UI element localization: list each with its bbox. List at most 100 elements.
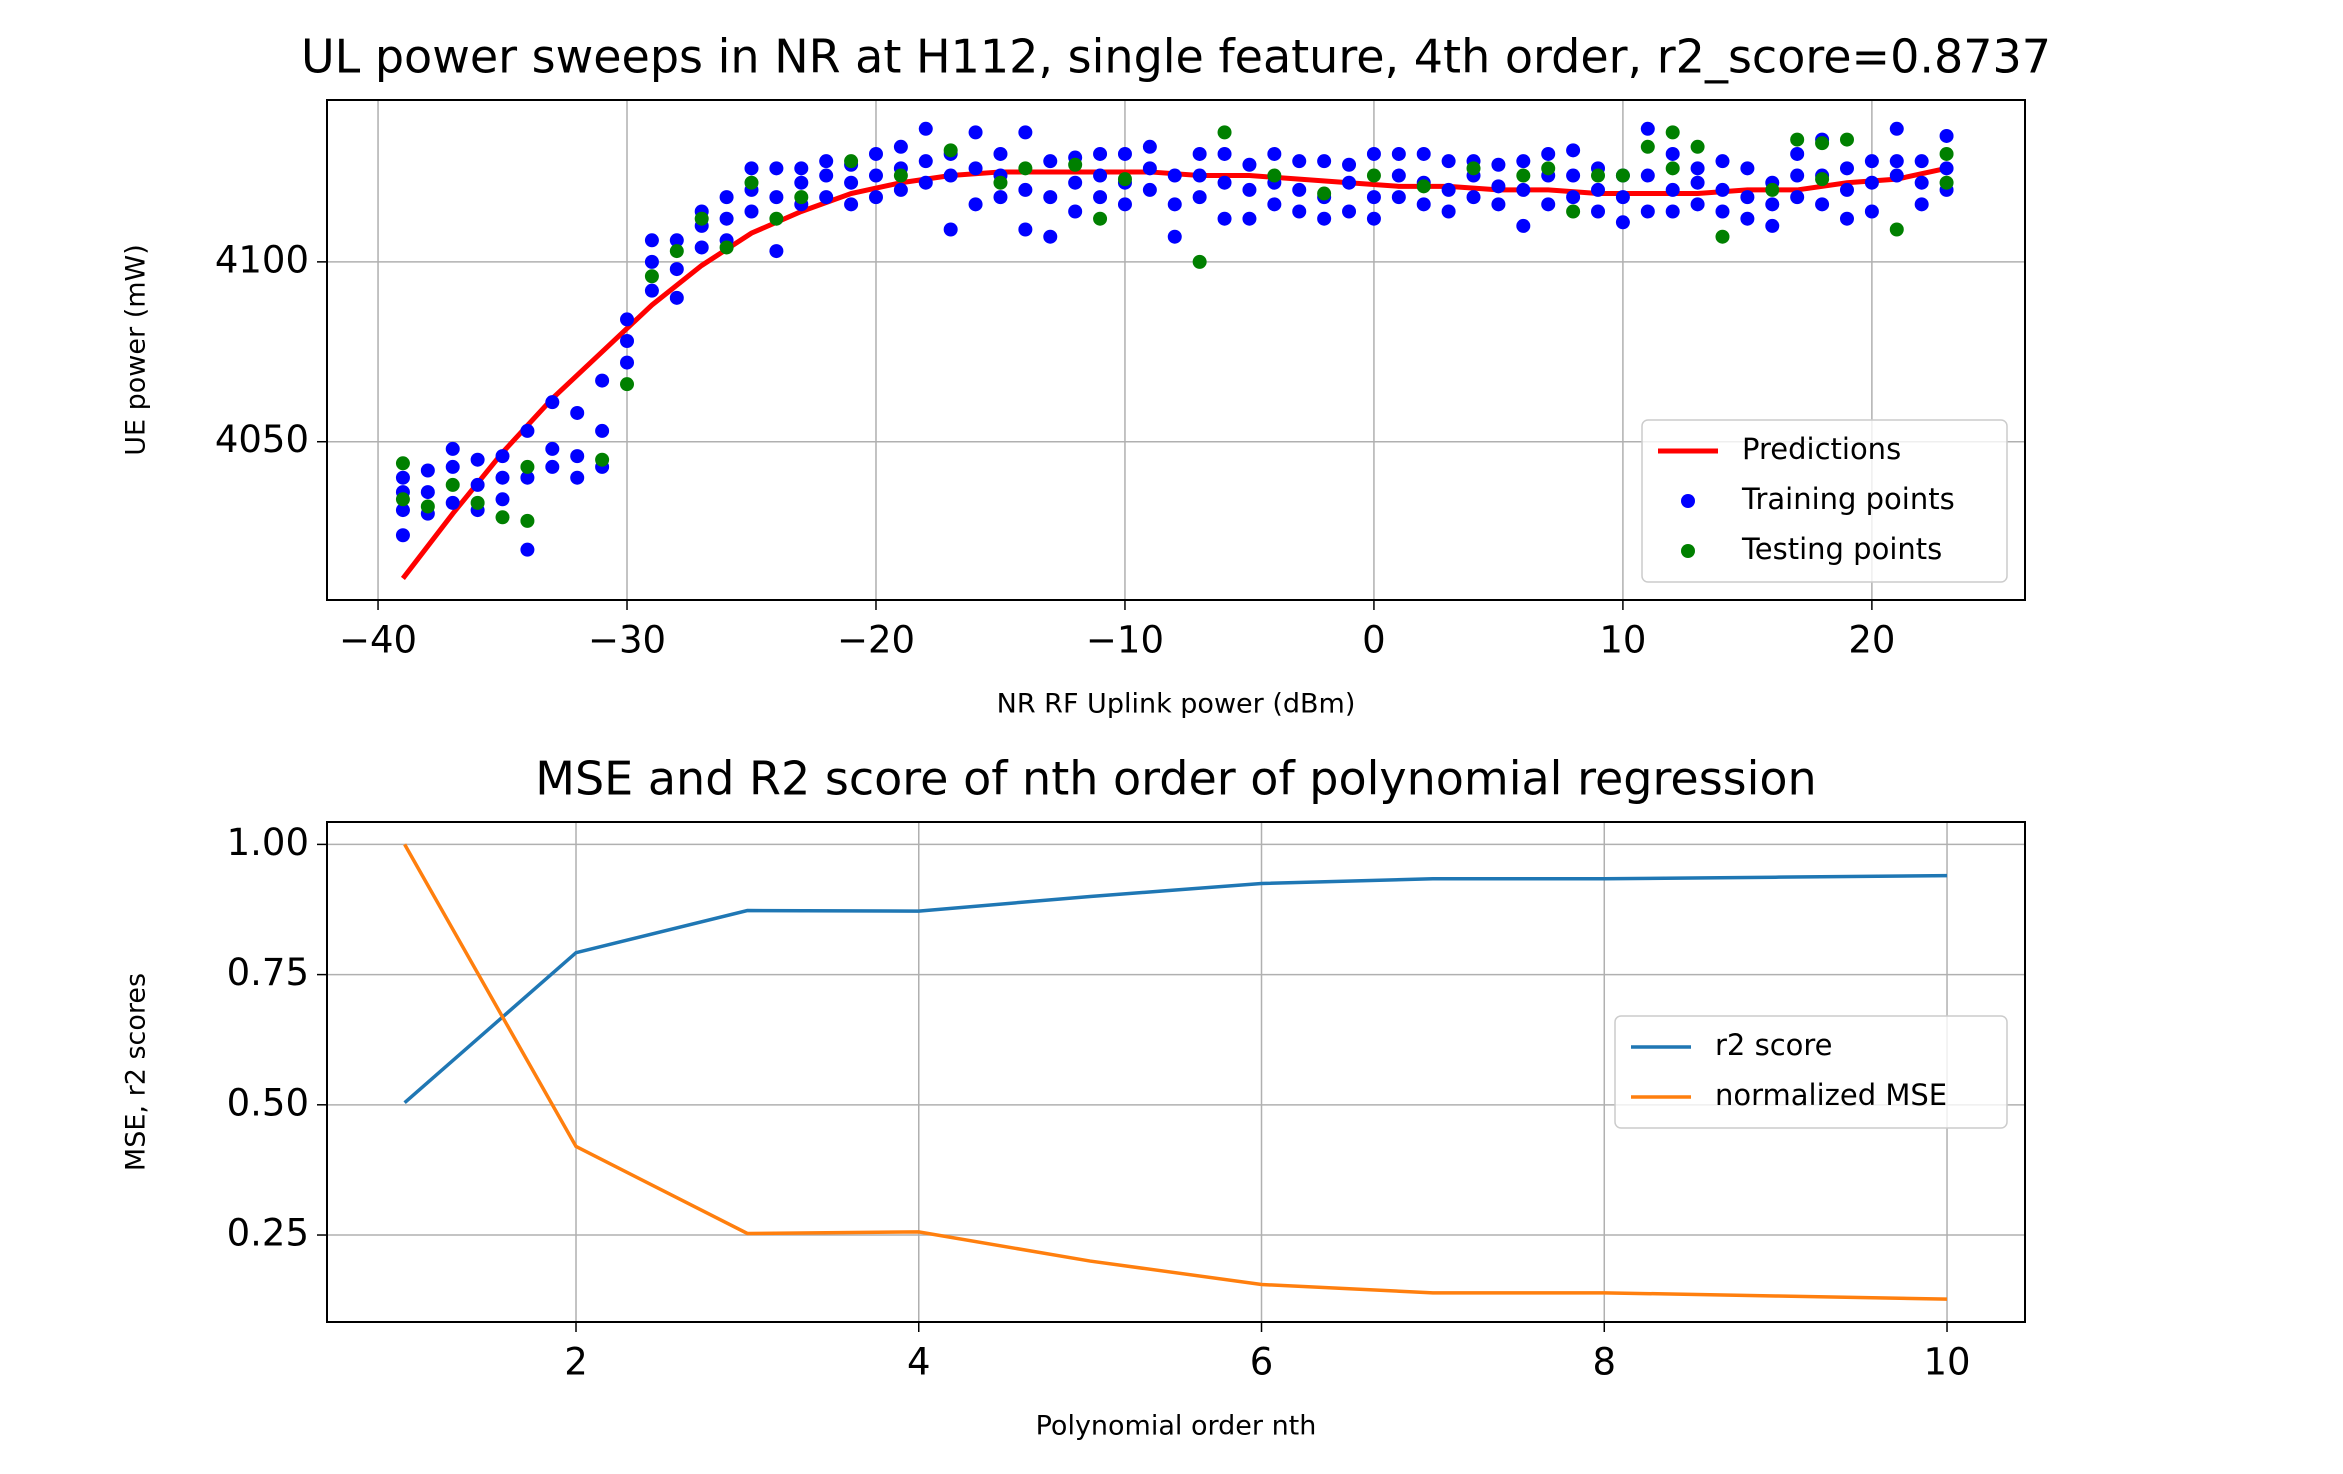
data-point	[1566, 190, 1581, 205]
data-point	[1242, 211, 1257, 226]
data-point	[1267, 197, 1282, 212]
data-point	[420, 499, 435, 514]
data-point	[1043, 154, 1058, 169]
data-point	[769, 244, 784, 259]
legend: r2 score normalized MSE	[1614, 1015, 2008, 1129]
data-point	[395, 492, 410, 507]
data-point	[1342, 175, 1357, 190]
data-point	[744, 161, 759, 176]
data-point	[1765, 197, 1780, 212]
data-point	[1043, 229, 1058, 244]
data-point	[595, 423, 610, 438]
data-point	[1740, 161, 1755, 176]
data-point	[1391, 168, 1406, 183]
data-point	[1864, 175, 1879, 190]
legend-label: Testing points	[1741, 532, 1942, 566]
data-point	[1391, 190, 1406, 205]
data-point	[1790, 190, 1805, 205]
data-point	[868, 146, 883, 161]
data-point	[495, 510, 510, 525]
data-point	[1416, 146, 1431, 161]
y-tick-label: 4100	[215, 238, 309, 281]
data-point	[918, 154, 933, 169]
data-point	[395, 528, 410, 543]
x-tick-label: −20	[837, 619, 915, 662]
data-point	[1889, 154, 1904, 169]
data-point	[1366, 146, 1381, 161]
data-point	[669, 290, 684, 305]
data-point	[644, 269, 659, 284]
data-point	[1267, 146, 1282, 161]
data-point	[1441, 204, 1456, 219]
data-point	[595, 452, 610, 467]
data-point	[620, 334, 635, 349]
data-point	[495, 449, 510, 464]
data-point	[520, 423, 535, 438]
data-point	[1640, 168, 1655, 183]
data-point	[1068, 175, 1083, 190]
data-point	[570, 405, 585, 420]
data-point	[1566, 168, 1581, 183]
data-point	[1790, 132, 1805, 147]
data-point	[943, 168, 958, 183]
data-point	[1914, 154, 1929, 169]
data-point	[769, 190, 784, 205]
data-point	[620, 377, 635, 392]
legend-label: normalized MSE	[1715, 1078, 1947, 1112]
data-point	[769, 161, 784, 176]
data-point	[1142, 182, 1157, 197]
data-point	[545, 441, 560, 456]
data-point	[570, 449, 585, 464]
data-point	[1541, 161, 1556, 176]
data-point	[1740, 211, 1755, 226]
series-line	[403, 873, 1948, 1105]
data-point	[1117, 172, 1132, 187]
data-point	[1466, 190, 1481, 205]
data-point	[1018, 222, 1033, 237]
data-point	[644, 254, 659, 269]
data-point	[1416, 197, 1431, 212]
data-point	[918, 121, 933, 136]
data-point	[1292, 182, 1307, 197]
data-point	[520, 542, 535, 557]
data-point	[943, 143, 958, 158]
data-point	[1142, 139, 1157, 154]
data-point	[1715, 229, 1730, 244]
data-point	[1516, 168, 1531, 183]
data-point	[794, 190, 809, 205]
data-point	[495, 492, 510, 507]
data-point	[893, 182, 908, 197]
data-point	[893, 168, 908, 183]
x-tick-label: 2	[564, 1341, 588, 1384]
data-point	[1665, 204, 1680, 219]
data-point	[1167, 168, 1182, 183]
data-point	[1117, 146, 1132, 161]
data-point	[1217, 125, 1232, 140]
series-line	[403, 843, 1948, 1301]
data-point	[1516, 182, 1531, 197]
chart-title: MSE and R2 score of nth order of polynom…	[535, 752, 1816, 806]
data-point	[545, 395, 560, 410]
data-point	[1192, 168, 1207, 183]
y-axis-label: MSE, r2 scores	[121, 973, 152, 1171]
legend-box	[1614, 1015, 2008, 1129]
data-point	[1242, 157, 1257, 172]
data-point	[1864, 204, 1879, 219]
data-point	[1441, 154, 1456, 169]
legend-label: Training points	[1741, 482, 1955, 516]
x-axis-label: NR RF Uplink power (dBm)	[997, 689, 1356, 720]
x-axis-label: Polynomial order nth	[1036, 1411, 1317, 1442]
data-point	[719, 190, 734, 205]
x-tick-label: −10	[1086, 619, 1164, 662]
data-point	[1093, 211, 1108, 226]
data-point	[1018, 161, 1033, 176]
data-point	[1591, 168, 1606, 183]
data-point	[1591, 182, 1606, 197]
data-point	[943, 222, 958, 237]
data-point	[1615, 168, 1630, 183]
y-tick-label: 0.75	[227, 951, 309, 994]
x-tick-label: 8	[1592, 1341, 1616, 1384]
data-point	[1093, 146, 1108, 161]
data-point	[1640, 204, 1655, 219]
